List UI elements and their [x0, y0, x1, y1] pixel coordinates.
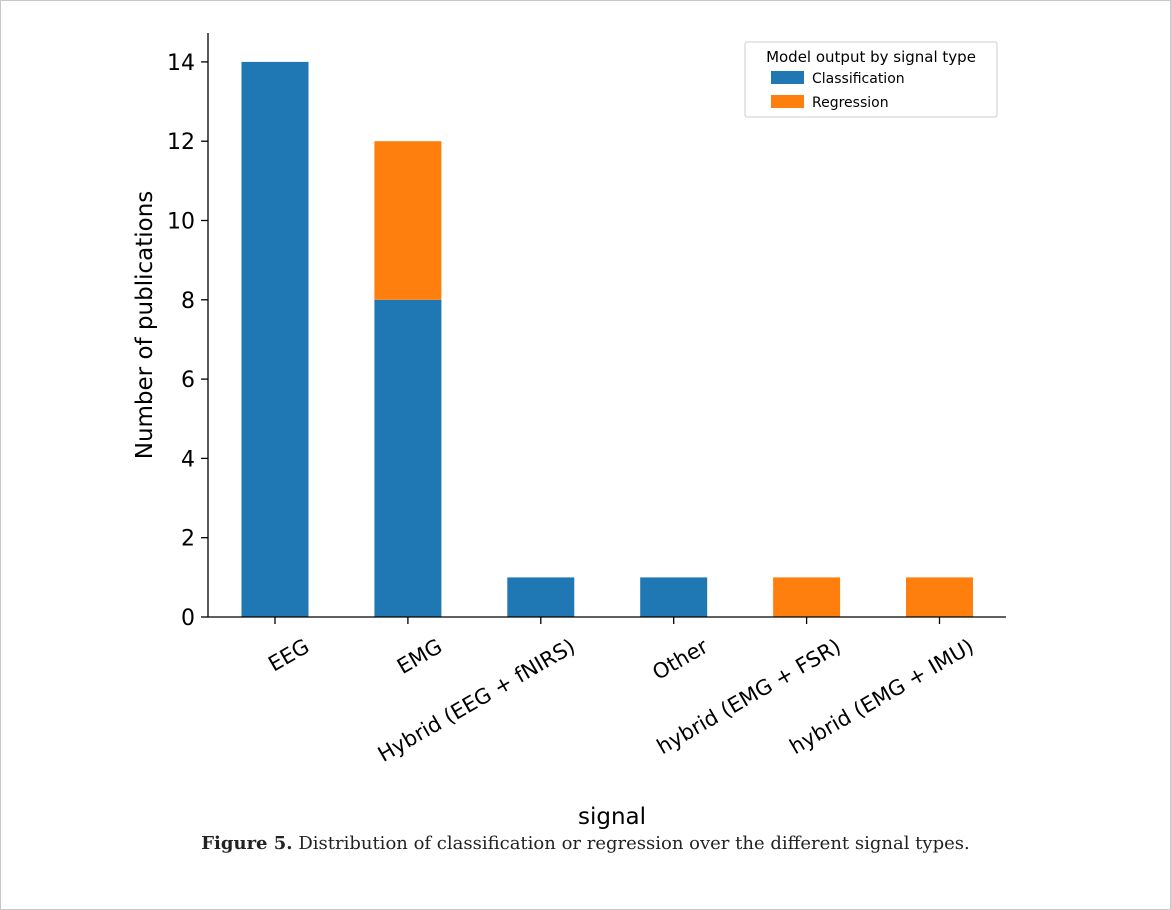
bar-classification-2 [507, 577, 575, 617]
legend-box [744, 41, 998, 118]
x-tick-label: EMG [393, 634, 446, 679]
bar-classification-1 [374, 299, 442, 617]
legend-label-regression: Regression [812, 95, 889, 111]
y-tick-label: 10 [167, 210, 195, 235]
y-tick-label: 2 [181, 527, 195, 552]
y-tick-label: 8 [181, 289, 195, 314]
y-tick-label: 4 [181, 447, 195, 472]
bar-regression-1 [374, 141, 442, 300]
legend-label-classification: Classification [812, 71, 905, 87]
y-tick-label: 12 [167, 130, 195, 155]
x-axis-label: signal [578, 804, 646, 830]
legend-swatch-regression [771, 95, 804, 108]
legend: Model output by signal type Classificati… [744, 41, 998, 118]
x-tick-label: EEG [264, 634, 313, 676]
y-ticks-group: 0 2 4 6 8 10 12 14 [167, 51, 208, 631]
y-axis-label: Number of publications [132, 191, 158, 460]
y-tick-label: 14 [167, 51, 195, 76]
legend-swatch-classification [771, 71, 804, 84]
bars-group [241, 61, 973, 617]
bar-classification-0 [241, 61, 309, 617]
figure-caption: Figure 5. Distribution of classification… [0, 833, 1171, 854]
figure-caption-text: Distribution of classification or regres… [298, 833, 970, 854]
axes-group [207, 33, 1006, 618]
bar-classification-3 [640, 577, 708, 617]
y-tick-label: 6 [181, 368, 195, 393]
x-tick-label: Other [648, 634, 712, 685]
figure-label: Figure 5. [201, 833, 293, 854]
legend-title: Model output by signal type [766, 48, 976, 66]
y-tick-label: 0 [181, 606, 195, 631]
bar-regression-5 [906, 577, 973, 617]
bar-regression-4 [773, 577, 841, 617]
